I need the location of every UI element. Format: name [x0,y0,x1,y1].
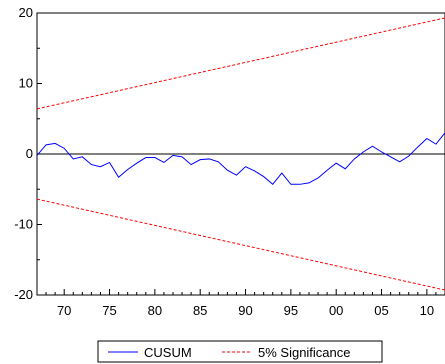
x-tick-label: 75 [102,303,116,318]
y-tick-label: 20 [19,5,33,20]
x-tick-label: 95 [284,303,298,318]
cusum-line [36,132,445,186]
x-tick-label: 90 [238,303,252,318]
x-tick-label: 10 [420,303,434,318]
x-tick-label: 85 [193,303,207,318]
legend: CUSUM 5% Significance [97,340,383,363]
y-tick-label: 0 [26,146,33,161]
y-tick-label: -10 [14,217,33,232]
y-axis: 20 10 0 -10 -20 [14,5,42,302]
series-layer [36,17,445,291]
x-tick-label: 00 [329,303,343,318]
x-tick-label: 05 [374,303,388,318]
upper-significance-line [36,17,445,110]
x-tick-label: 70 [57,303,71,318]
x-tick-label: 80 [148,303,162,318]
lower-significance-line [36,198,445,291]
y-tick-label: 10 [19,76,33,91]
y-tick-label: -20 [14,287,33,302]
legend-label-significance: 5% Significance [258,345,351,360]
x-axis: 70 75 80 85 90 95 00 05 10 [36,289,445,318]
legend-label-cusum: CUSUM [144,345,192,360]
